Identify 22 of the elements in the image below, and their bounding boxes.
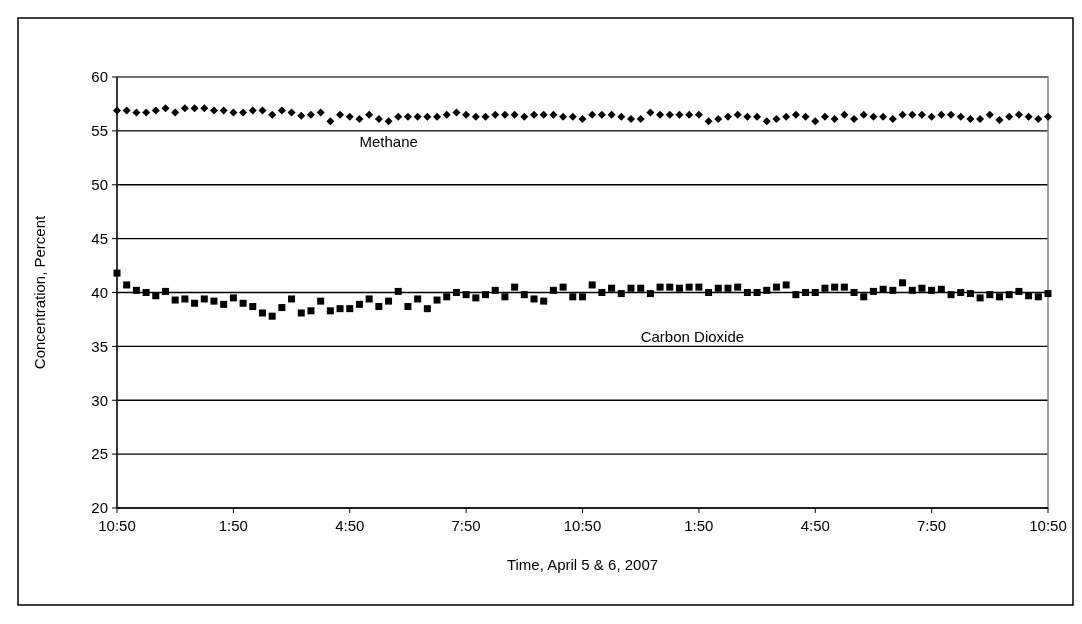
y-tick-label: 20: [91, 499, 108, 517]
x-tick-label: 10:50: [98, 517, 136, 534]
x-tick-label: 4:50: [800, 517, 830, 534]
x-tick-label: 7:50: [451, 517, 481, 534]
y-tick-label: 55: [91, 122, 108, 140]
x-tick-label: 7:50: [917, 517, 947, 534]
x-tick-label: 1:50: [218, 517, 248, 534]
y-tick-label: 30: [91, 391, 108, 409]
y-tick-label: 35: [91, 337, 108, 355]
x-axis-title: Time, April 5 & 6, 2007: [506, 556, 659, 573]
y-tick-label: 45: [91, 229, 108, 247]
x-tick-label: 10:50: [1029, 517, 1067, 534]
x-tick-label: 4:50: [335, 517, 365, 534]
y-tick-label: 25: [91, 445, 108, 463]
x-tick-label: 10:50: [563, 517, 602, 534]
y-axis-title: Concentration, Percent: [31, 214, 48, 370]
x-tick-label: 1:50: [684, 517, 714, 534]
y-tick-label: 60: [91, 68, 108, 86]
text: Carbon Dioxide: [640, 328, 745, 346]
y-tick-label: 40: [91, 283, 108, 301]
series-label: Methane: [359, 133, 418, 151]
y-tick-label: 50: [91, 176, 108, 193]
